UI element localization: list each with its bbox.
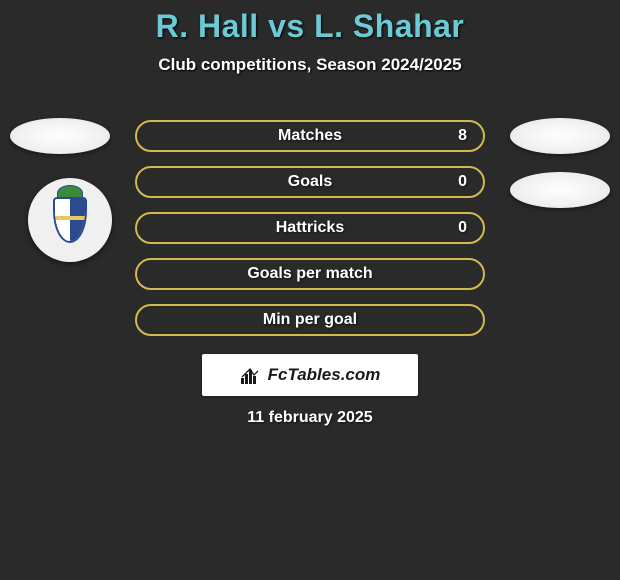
brand-box[interactable]: FcTables.com [202,354,418,396]
stat-row-goals-per-match: Goals per match [135,258,485,290]
stat-label: Hattricks [276,219,344,237]
stat-label: Min per goal [263,311,357,329]
stat-value: 8 [458,127,467,145]
stat-label: Goals [288,173,332,191]
stat-value: 0 [458,219,467,237]
stat-row-hattricks: Hattricks 0 [135,212,485,244]
stat-label: Matches [278,127,342,145]
date-label: 11 february 2025 [0,409,620,427]
subtitle: Club competitions, Season 2024/2025 [0,55,620,75]
player-left-avatar-placeholder [10,118,110,154]
stat-label: Goals per match [247,265,372,283]
brand-name: FcTables.com [268,365,381,385]
club-left-badge [28,178,112,262]
player-right-avatar-placeholder [510,118,610,154]
stat-row-matches: Matches 8 [135,120,485,152]
club-right-avatar-placeholder [510,172,610,208]
stat-row-min-per-goal: Min per goal [135,304,485,336]
shield-icon [53,197,87,243]
comparison-card: R. Hall vs L. Shahar Club competitions, … [0,0,620,580]
stat-value: 0 [458,173,467,191]
page-title: R. Hall vs L. Shahar [0,0,620,45]
stats-list: Matches 8 Goals 0 Hattricks 0 Goals per … [135,120,485,350]
bar-chart-icon [240,366,262,384]
stat-row-goals: Goals 0 [135,166,485,198]
